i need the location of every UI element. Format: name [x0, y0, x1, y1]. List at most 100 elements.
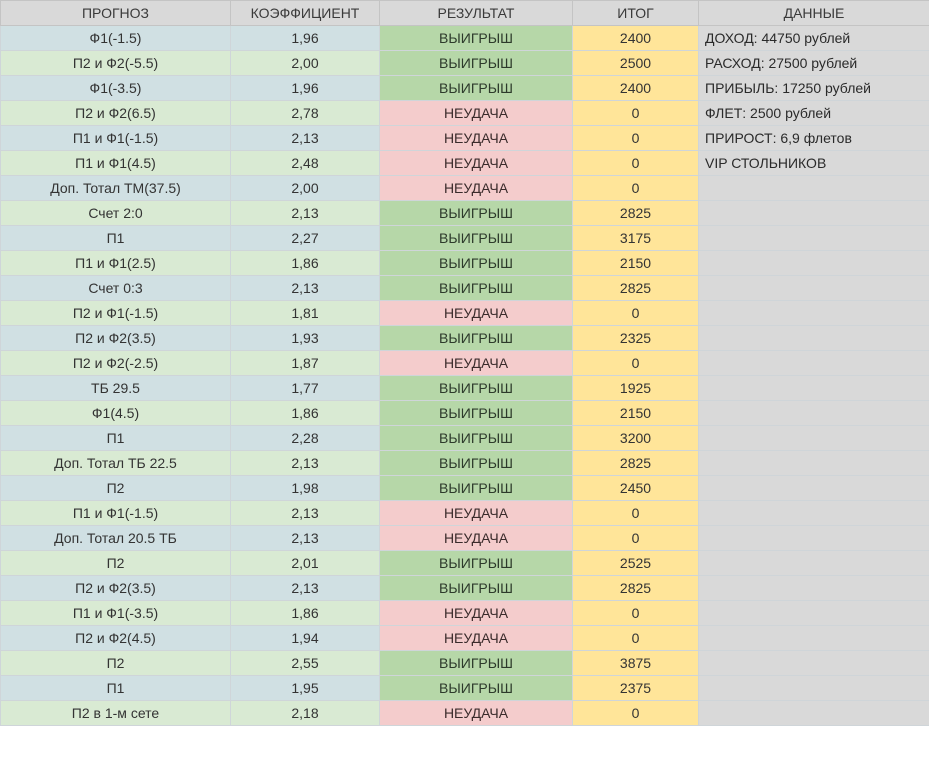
cell-data-empty[interactable] [698, 425, 929, 451]
cell-koef[interactable]: 2,13 [230, 450, 380, 476]
cell-result-loss[interactable]: НЕУДАЧА [379, 125, 573, 151]
cell-prognoz[interactable]: П1 и Ф1(4.5) [0, 150, 231, 176]
cell-itog[interactable]: 0 [572, 350, 699, 376]
cell-prognoz[interactable]: П2 и Ф1(-1.5) [0, 300, 231, 326]
cell-prognoz[interactable]: П2 и Ф2(3.5) [0, 575, 231, 601]
cell-data-empty[interactable] [698, 675, 929, 701]
cell-koef[interactable]: 2,55 [230, 650, 380, 676]
cell-result-win[interactable]: ВЫИГРЫШ [379, 550, 573, 576]
cell-result-win[interactable]: ВЫИГРЫШ [379, 575, 573, 601]
header-cell-prognoz[interactable]: ПРОГНОЗ [0, 0, 231, 26]
cell-result-loss[interactable]: НЕУДАЧА [379, 300, 573, 326]
cell-data-stat[interactable]: РАСХОД: 27500 рублей [698, 50, 929, 76]
cell-result-loss[interactable]: НЕУДАЧА [379, 100, 573, 126]
cell-prognoz[interactable]: Доп. Тотал ТБ 22.5 [0, 450, 231, 476]
cell-data-empty[interactable] [698, 275, 929, 301]
cell-result-loss[interactable]: НЕУДАЧА [379, 625, 573, 651]
cell-prognoz[interactable]: П2 и Ф2(3.5) [0, 325, 231, 351]
cell-result-win[interactable]: ВЫИГРЫШ [379, 225, 573, 251]
cell-koef[interactable]: 2,28 [230, 425, 380, 451]
cell-data-empty[interactable] [698, 550, 929, 576]
cell-data-stat[interactable]: ПРИРОСТ: 6,9 флетов [698, 125, 929, 151]
cell-itog[interactable]: 2450 [572, 475, 699, 501]
cell-koef[interactable]: 1,93 [230, 325, 380, 351]
cell-prognoz[interactable]: П1 и Ф1(-3.5) [0, 600, 231, 626]
cell-itog[interactable]: 2825 [572, 275, 699, 301]
cell-result-win[interactable]: ВЫИГРЫШ [379, 25, 573, 51]
cell-koef[interactable]: 2,13 [230, 525, 380, 551]
cell-result-win[interactable]: ВЫИГРЫШ [379, 75, 573, 101]
cell-koef[interactable]: 1,96 [230, 75, 380, 101]
cell-itog[interactable]: 2500 [572, 50, 699, 76]
cell-koef[interactable]: 1,81 [230, 300, 380, 326]
cell-itog[interactable]: 0 [572, 100, 699, 126]
cell-itog[interactable]: 3200 [572, 425, 699, 451]
cell-koef[interactable]: 2,00 [230, 50, 380, 76]
cell-data-empty[interactable] [698, 375, 929, 401]
cell-itog[interactable]: 0 [572, 625, 699, 651]
cell-prognoz[interactable]: П1 [0, 225, 231, 251]
cell-prognoz[interactable]: П2 в 1-м сете [0, 700, 231, 726]
cell-data-empty[interactable] [698, 650, 929, 676]
cell-itog[interactable]: 0 [572, 150, 699, 176]
cell-data-empty[interactable] [698, 700, 929, 726]
cell-itog[interactable]: 0 [572, 175, 699, 201]
cell-prognoz[interactable]: П1 и Ф1(-1.5) [0, 500, 231, 526]
cell-result-win[interactable]: ВЫИГРЫШ [379, 475, 573, 501]
cell-prognoz[interactable]: П1 и Ф1(-1.5) [0, 125, 231, 151]
cell-prognoz[interactable]: П1 и Ф1(2.5) [0, 250, 231, 276]
cell-itog[interactable]: 0 [572, 125, 699, 151]
cell-prognoz[interactable]: П2 [0, 475, 231, 501]
cell-data-empty[interactable] [698, 450, 929, 476]
cell-result-win[interactable]: ВЫИГРЫШ [379, 450, 573, 476]
cell-result-win[interactable]: ВЫИГРЫШ [379, 200, 573, 226]
cell-data-stat[interactable]: ФЛЕТ: 2500 рублей [698, 100, 929, 126]
cell-koef[interactable]: 1,86 [230, 600, 380, 626]
cell-result-win[interactable]: ВЫИГРЫШ [379, 400, 573, 426]
cell-prognoz[interactable]: П2 и Ф2(6.5) [0, 100, 231, 126]
cell-itog[interactable]: 2525 [572, 550, 699, 576]
cell-koef[interactable]: 1,86 [230, 400, 380, 426]
cell-data-empty[interactable] [698, 625, 929, 651]
cell-prognoz[interactable]: П2 и Ф2(4.5) [0, 625, 231, 651]
cell-prognoz[interactable]: Доп. Тотал ТМ(37.5) [0, 175, 231, 201]
cell-prognoz[interactable]: П2 [0, 550, 231, 576]
cell-data-empty[interactable] [698, 200, 929, 226]
cell-koef[interactable]: 1,87 [230, 350, 380, 376]
cell-result-win[interactable]: ВЫИГРЫШ [379, 650, 573, 676]
cell-itog[interactable]: 0 [572, 700, 699, 726]
cell-itog[interactable]: 2325 [572, 325, 699, 351]
cell-data-empty[interactable] [698, 500, 929, 526]
cell-koef[interactable]: 2,13 [230, 275, 380, 301]
cell-prognoz[interactable]: Ф1(-1.5) [0, 25, 231, 51]
cell-itog[interactable]: 0 [572, 300, 699, 326]
cell-itog[interactable]: 2825 [572, 450, 699, 476]
cell-itog[interactable]: 2150 [572, 250, 699, 276]
cell-koef[interactable]: 2,27 [230, 225, 380, 251]
cell-koef[interactable]: 2,01 [230, 550, 380, 576]
cell-itog[interactable]: 1925 [572, 375, 699, 401]
cell-prognoz[interactable]: П1 [0, 675, 231, 701]
cell-result-loss[interactable]: НЕУДАЧА [379, 500, 573, 526]
cell-result-loss[interactable]: НЕУДАЧА [379, 150, 573, 176]
cell-itog[interactable]: 2375 [572, 675, 699, 701]
cell-data-stat[interactable]: ПРИБЫЛЬ: 17250 рублей [698, 75, 929, 101]
cell-koef[interactable]: 1,94 [230, 625, 380, 651]
cell-itog[interactable]: 2400 [572, 25, 699, 51]
cell-prognoz[interactable]: П1 [0, 425, 231, 451]
cell-koef[interactable]: 1,95 [230, 675, 380, 701]
cell-prognoz[interactable]: Счет 2:0 [0, 200, 231, 226]
cell-koef[interactable]: 2,13 [230, 125, 380, 151]
cell-koef[interactable]: 2,48 [230, 150, 380, 176]
cell-prognoz[interactable]: ТБ 29.5 [0, 375, 231, 401]
cell-koef[interactable]: 1,77 [230, 375, 380, 401]
cell-prognoz[interactable]: Ф1(-3.5) [0, 75, 231, 101]
cell-itog[interactable]: 2150 [572, 400, 699, 426]
cell-koef[interactable]: 2,00 [230, 175, 380, 201]
cell-itog[interactable]: 0 [572, 600, 699, 626]
cell-data-empty[interactable] [698, 175, 929, 201]
cell-result-win[interactable]: ВЫИГРЫШ [379, 325, 573, 351]
cell-itog[interactable]: 2400 [572, 75, 699, 101]
cell-result-loss[interactable]: НЕУДАЧА [379, 600, 573, 626]
cell-koef[interactable]: 1,98 [230, 475, 380, 501]
